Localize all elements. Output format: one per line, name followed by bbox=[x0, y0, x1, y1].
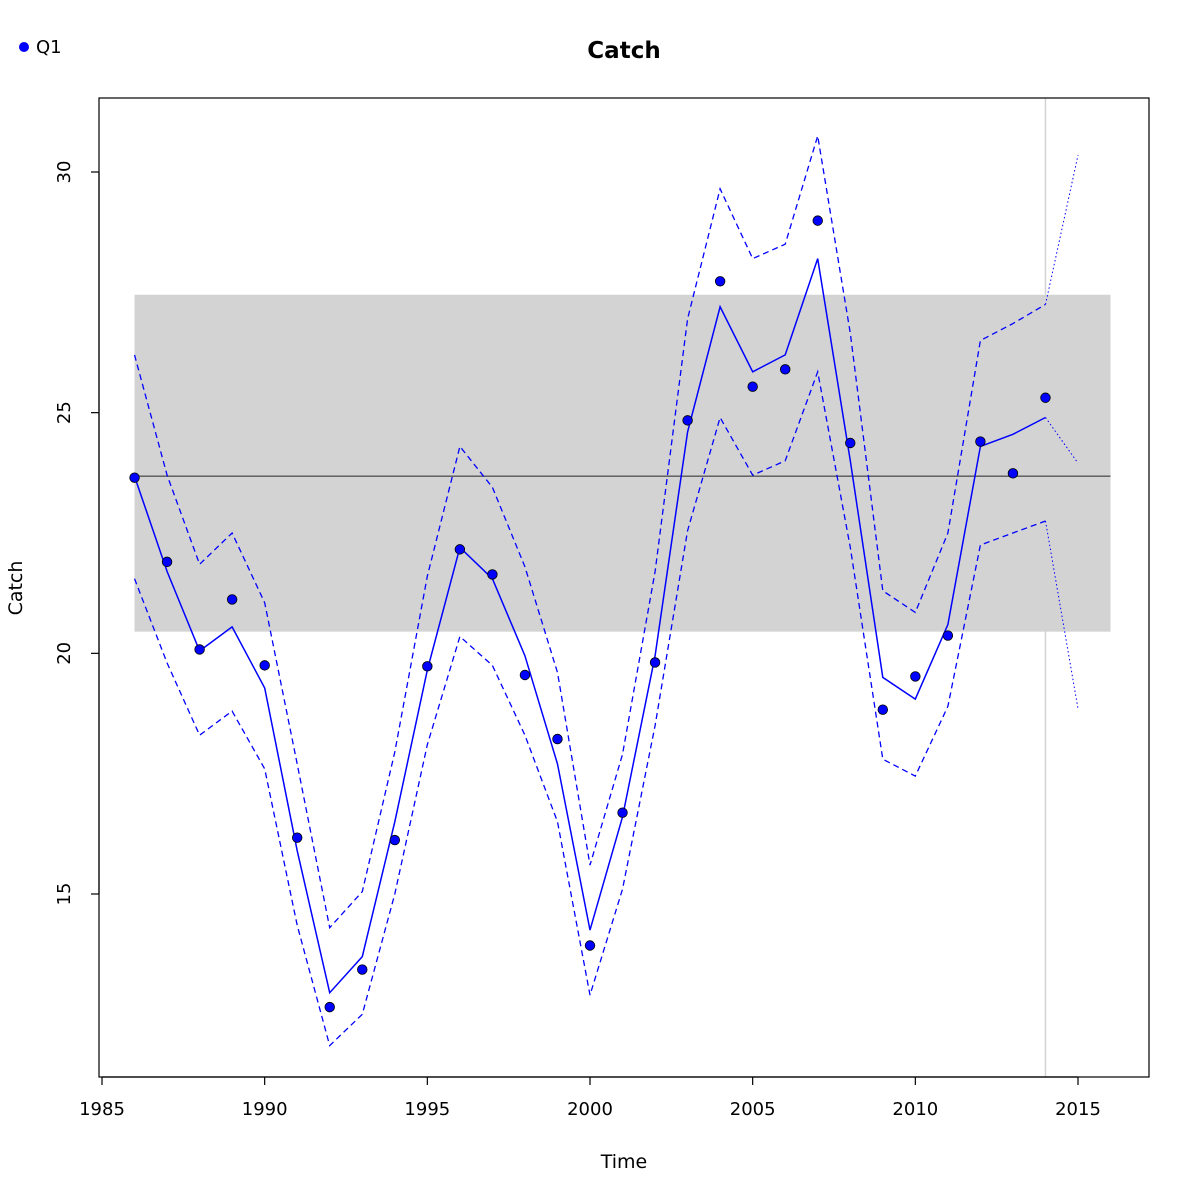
x-tick-label: 1985 bbox=[79, 1099, 125, 1120]
data-point bbox=[845, 437, 856, 449]
x-tick-label: 1990 bbox=[242, 1099, 288, 1120]
data-point bbox=[942, 630, 954, 641]
y-tick-label: 25 bbox=[54, 401, 75, 424]
data-point bbox=[389, 834, 401, 846]
y-tick-label: 20 bbox=[54, 642, 75, 665]
plot-area bbox=[129, 98, 1111, 1077]
legend-marker-q1 bbox=[19, 42, 29, 52]
legend: Q1 bbox=[19, 37, 62, 58]
data-point bbox=[454, 544, 466, 555]
data-point bbox=[259, 660, 270, 671]
data-point bbox=[812, 215, 823, 226]
data-point bbox=[617, 807, 628, 818]
data-point bbox=[161, 556, 173, 568]
y-tick-label: 15 bbox=[54, 883, 75, 906]
fitted-line bbox=[133, 258, 1046, 995]
legend-label-q1: Q1 bbox=[36, 37, 62, 58]
upper-ci-line bbox=[133, 135, 1046, 930]
chart-title: Catch bbox=[587, 38, 660, 64]
x-axis: 1985 1990 1995 2000 2005 2010 2015 bbox=[79, 1076, 1101, 1120]
x-axis-label: Time bbox=[600, 1151, 648, 1173]
data-point bbox=[649, 657, 661, 668]
reference-band bbox=[134, 294, 1111, 632]
data-point bbox=[714, 276, 726, 287]
data-point bbox=[422, 661, 433, 672]
forecast-fitted-line bbox=[1045, 417, 1079, 464]
data-point bbox=[682, 415, 693, 426]
data-point bbox=[552, 733, 563, 745]
data-point bbox=[1040, 392, 1051, 403]
x-tick-label: 2000 bbox=[567, 1099, 613, 1120]
data-point bbox=[292, 832, 303, 843]
x-tick-label: 1995 bbox=[404, 1099, 450, 1120]
forecast-upper-line bbox=[1045, 155, 1079, 305]
data-point bbox=[129, 472, 140, 483]
data-point bbox=[975, 436, 986, 447]
data-point bbox=[1007, 468, 1019, 479]
data-point bbox=[226, 594, 238, 605]
data-point bbox=[194, 644, 205, 655]
data-point bbox=[877, 704, 889, 715]
data-point bbox=[780, 364, 791, 375]
data-point bbox=[910, 671, 921, 682]
x-tick-label: 2010 bbox=[892, 1099, 938, 1120]
y-axis: 15 20 25 30 bbox=[54, 161, 100, 906]
y-tick-label: 30 bbox=[54, 161, 75, 184]
data-point bbox=[324, 1001, 335, 1013]
data-point bbox=[357, 964, 368, 975]
data-point bbox=[747, 381, 758, 392]
data-point bbox=[519, 669, 531, 681]
x-tick-label: 2015 bbox=[1055, 1099, 1101, 1120]
x-tick-label: 2005 bbox=[730, 1099, 776, 1120]
data-point bbox=[584, 940, 596, 951]
y-axis-label: Catch bbox=[5, 561, 27, 616]
lower-ci-line bbox=[133, 369, 1046, 1047]
data-point bbox=[487, 569, 498, 580]
